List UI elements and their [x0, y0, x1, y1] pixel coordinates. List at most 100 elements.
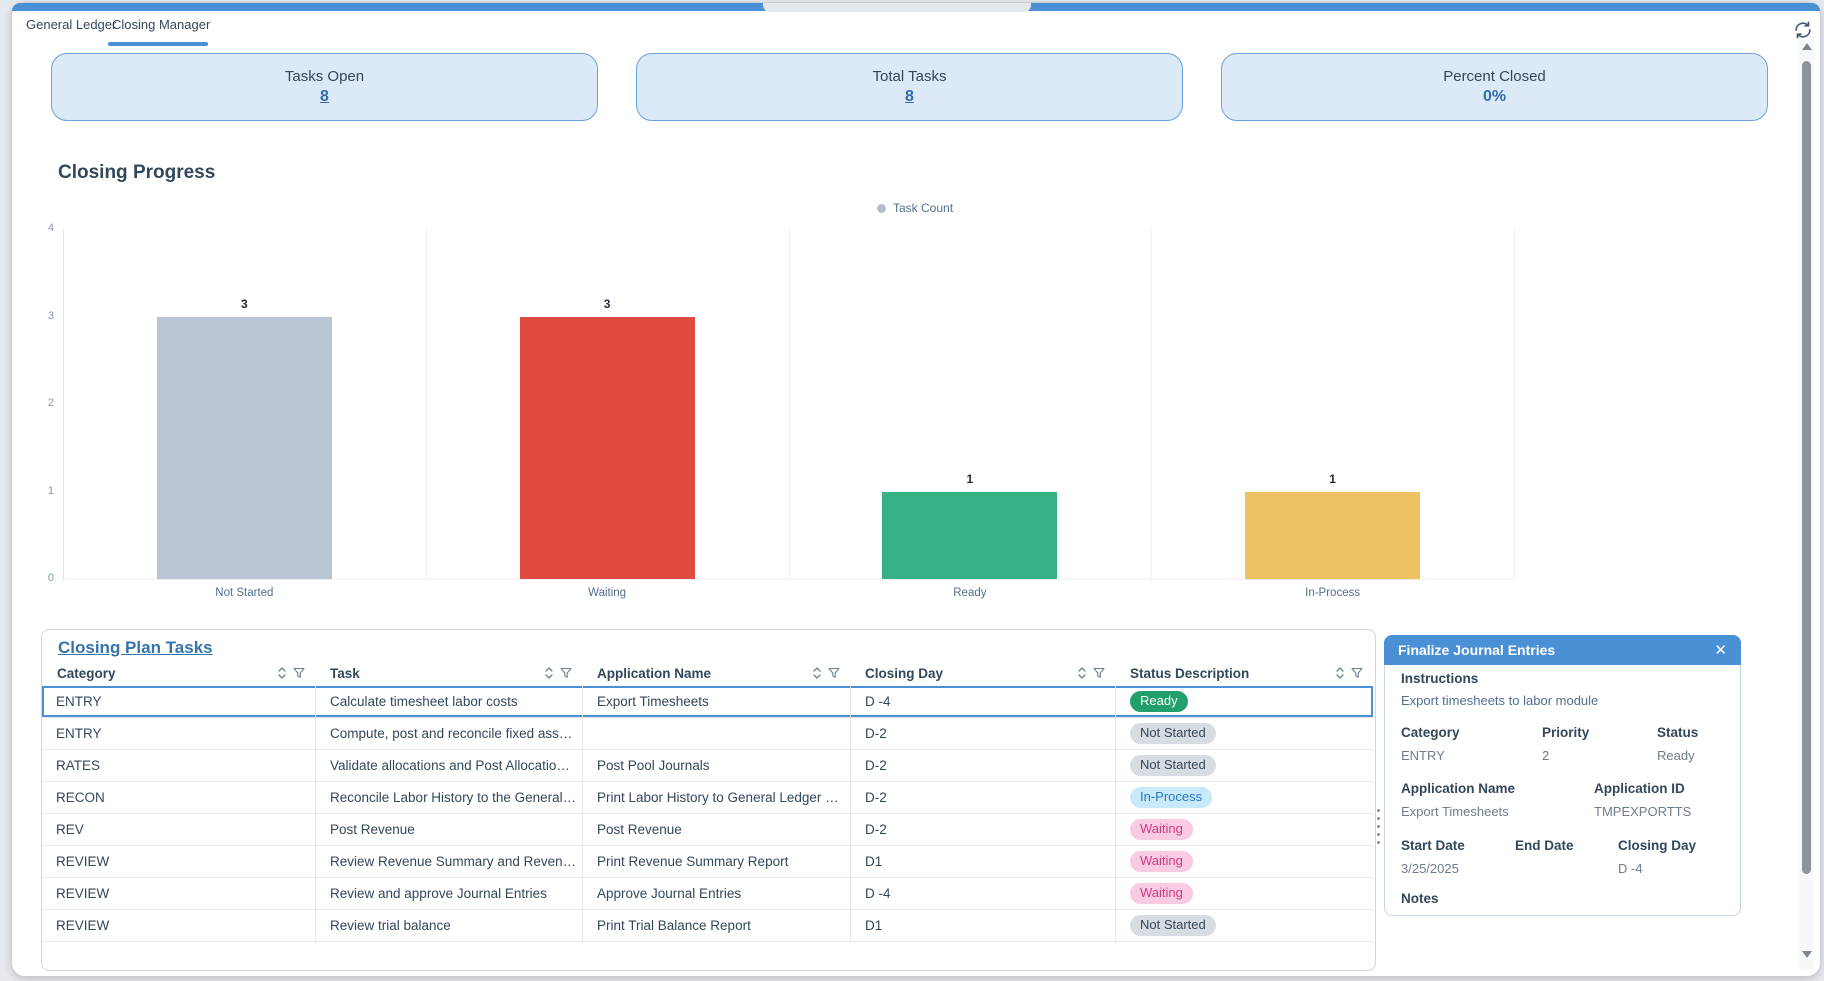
status-badge: Waiting — [1130, 851, 1193, 872]
cell-text: D1 — [865, 918, 883, 933]
bar-waiting[interactable] — [519, 316, 695, 579]
chart-legend[interactable]: Task Count — [877, 201, 953, 215]
table-row[interactable]: REVIEW Review and approve Journal Entries… — [42, 878, 1373, 910]
status-badge: Ready — [1130, 691, 1188, 712]
refresh-icon[interactable] — [1792, 19, 1814, 41]
cell-text: D-2 — [865, 822, 887, 837]
cell-closing-day: D1 — [850, 910, 1115, 941]
panel-resize-handle[interactable] — [1375, 809, 1381, 844]
tab-general-ledger[interactable]: General Ledger — [26, 17, 117, 32]
sort-icon[interactable] — [545, 667, 553, 679]
category-label-waiting: Waiting — [588, 587, 627, 599]
cell-status: Waiting — [1115, 814, 1373, 845]
priority-label: Priority — [1542, 725, 1590, 740]
cell-status: Not Started — [1115, 718, 1373, 749]
filter-icon[interactable] — [293, 667, 305, 679]
sort-icon[interactable] — [278, 667, 286, 679]
scrollbar-down-arrow-icon[interactable] — [1802, 951, 1812, 958]
table-row[interactable]: RECON Reconcile Labor History to the Gene… — [42, 782, 1373, 814]
application-id-label: Application ID — [1594, 781, 1685, 796]
scrollbar-thumb[interactable] — [1802, 61, 1811, 874]
status-badge: Not Started — [1130, 755, 1216, 776]
bar-in-process[interactable] — [1245, 491, 1421, 579]
table-header-row: Category Task Application Name Closing Day S… — [42, 660, 1373, 686]
legend-label: Task Count — [893, 201, 954, 215]
cell-closing-day: D1 — [850, 846, 1115, 877]
filter-icon[interactable] — [1351, 667, 1363, 679]
close-icon[interactable]: ✕ — [1714, 641, 1727, 659]
cell-text: D-2 — [865, 726, 887, 741]
card-value-link[interactable]: 8 — [905, 88, 914, 105]
column-header-task: Task — [315, 660, 582, 686]
column-header-label: Application Name — [597, 665, 712, 681]
column-header-closing-day: Closing Day — [850, 660, 1115, 686]
cell-application: Print Labor History to General Ledger … — [582, 782, 850, 813]
cell-text: RECON — [56, 790, 105, 805]
y-tick-label: 3 — [47, 309, 54, 322]
bar-value-label: 1 — [1329, 471, 1336, 486]
cell-category: REV — [42, 814, 315, 845]
category-label-not-started: Not Started — [215, 587, 274, 599]
legend-dot-icon — [877, 203, 886, 213]
cell-status: Waiting — [1115, 878, 1373, 909]
category-label: Category — [1401, 725, 1460, 740]
cell-category: RATES — [42, 750, 315, 781]
table-row[interactable]: REVIEW Review Revenue Summary and Reven… P… — [42, 846, 1373, 878]
status-badge: Waiting — [1130, 883, 1193, 904]
cell-text: D1 — [865, 854, 883, 869]
card-value-link[interactable]: 8 — [320, 88, 329, 105]
table-row[interactable]: RATES Validate allocations and Post Alloc… — [42, 750, 1373, 782]
column-header-label: Closing Day — [865, 665, 944, 681]
tab-closing-manager[interactable]: Closing Manager — [112, 17, 211, 32]
sort-icon[interactable] — [1336, 667, 1344, 679]
card-title: Tasks Open — [284, 68, 365, 85]
bar-chart: 0 1 2 3 4 3 Not Started 3 Waiting 1 Ready 1 In-Proce… — [12, 3, 1820, 976]
cell-text: REV — [56, 822, 84, 837]
cell-text: Post Revenue — [597, 822, 682, 837]
category-separator-line — [1151, 229, 1153, 579]
start-date-value: 3/25/2025 — [1401, 861, 1459, 876]
status-badge: Waiting — [1130, 819, 1193, 840]
detail-panel-body: Instructions Export timesheets to labor … — [1384, 665, 1741, 916]
sort-icon[interactable] — [1078, 667, 1086, 679]
column-header-category: Category — [42, 660, 315, 686]
cell-status: Ready — [1115, 686, 1373, 717]
app-window: General Ledger Closing Manager Tasks Ope… — [11, 2, 1821, 977]
cell-text: Print Trial Balance Report — [597, 918, 751, 933]
cell-text: Post Pool Journals — [597, 758, 710, 773]
sort-icon[interactable] — [813, 667, 821, 679]
table-row[interactable]: ENTRY Compute, post and reconcile fixed a… — [42, 718, 1373, 750]
column-header-label: Category — [57, 665, 116, 681]
scrollbar-up-arrow-icon[interactable] — [1802, 43, 1812, 50]
table-row[interactable]: ENTRY Calculate timesheet labor costs Expo… — [42, 686, 1373, 718]
chart-title: Closing Progress — [58, 162, 216, 183]
closing-day-label: Closing Day — [1618, 838, 1697, 853]
cell-task: Reconcile Labor History to the General… — [315, 782, 582, 813]
status-label: Status — [1657, 725, 1699, 740]
cell-task: Calculate timesheet labor costs — [315, 686, 582, 717]
table-row[interactable]: REV Post Revenue Post Revenue D-2 Waiting — [42, 814, 1373, 846]
application-name-label: Application Name — [1401, 781, 1516, 796]
table-title-link[interactable]: Closing Plan Tasks — [58, 638, 213, 657]
category-separator-line — [788, 229, 790, 579]
cell-text: Print Labor History to General Ledger … — [597, 790, 839, 805]
column-header-application-name: Application Name — [582, 660, 850, 686]
filter-icon[interactable] — [560, 667, 572, 679]
table-row[interactable]: REVIEW Review trial balance Print Trial Ba… — [42, 910, 1373, 942]
status-badge: In-Process — [1130, 787, 1213, 808]
filter-icon[interactable] — [828, 667, 840, 679]
cell-application: Print Trial Balance Report — [582, 910, 850, 941]
bar-not-started[interactable] — [156, 316, 332, 579]
cell-text: Review Revenue Summary and Reven… — [330, 854, 577, 869]
cell-text: D-2 — [865, 790, 887, 805]
cell-task: Validate allocations and Post Allocatio… — [315, 750, 582, 781]
active-tab-underline — [108, 42, 208, 46]
cell-task: Review and approve Journal Entries — [315, 878, 582, 909]
card-title: Total Tasks — [872, 68, 947, 85]
cell-text: REVIEW — [56, 886, 110, 901]
filter-icon[interactable] — [1093, 667, 1105, 679]
application-id-value: TMPEXPORTTS — [1594, 804, 1692, 819]
end-date-label: End Date — [1515, 838, 1574, 853]
bar-ready[interactable] — [882, 491, 1058, 579]
cell-text: Print Revenue Summary Report — [597, 854, 789, 869]
